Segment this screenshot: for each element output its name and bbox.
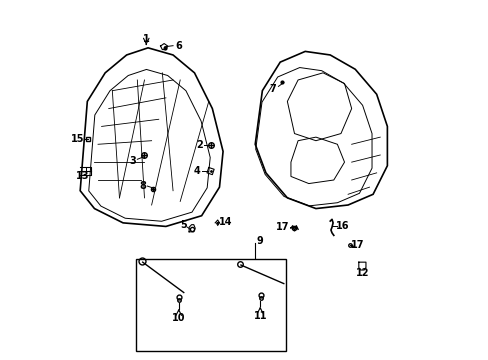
- Text: 11: 11: [253, 311, 266, 321]
- Bar: [135, 258, 285, 351]
- Text: 8: 8: [140, 181, 146, 192]
- Text: 3: 3: [129, 156, 136, 166]
- Text: 14: 14: [218, 217, 232, 227]
- Text: 17: 17: [350, 240, 364, 250]
- Text: 5: 5: [180, 220, 187, 230]
- Text: 13: 13: [76, 171, 90, 181]
- Text: 7: 7: [269, 84, 276, 94]
- Text: 6: 6: [175, 41, 182, 51]
- Text: 12: 12: [355, 268, 368, 278]
- Text: 15: 15: [71, 134, 84, 144]
- Text: 2: 2: [196, 140, 203, 150]
- Text: 1: 1: [142, 34, 149, 44]
- Text: 17: 17: [276, 222, 289, 232]
- Text: 4: 4: [193, 166, 200, 176]
- Text: 10: 10: [172, 312, 185, 323]
- Text: 16: 16: [335, 221, 348, 231]
- Text: 9: 9: [256, 237, 263, 247]
